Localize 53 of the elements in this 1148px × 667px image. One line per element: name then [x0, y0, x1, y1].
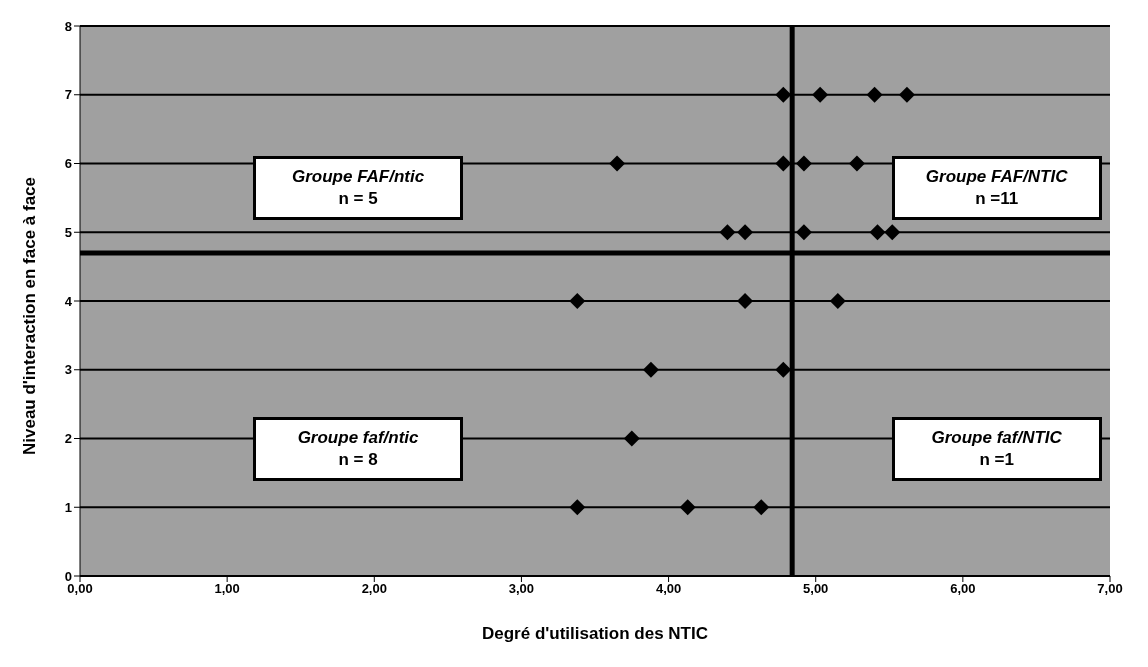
- y-tick-label: 6: [64, 156, 72, 172]
- note-box: Groupe FAF/ntic n = 5: [253, 156, 464, 221]
- point: [569, 293, 586, 309]
- y-axis-title: Niveau d'interaction en face à face: [20, 176, 40, 456]
- y-tick-label: 2: [64, 431, 72, 447]
- point: [679, 499, 696, 516]
- note-box: Groupe FAF/NTIC n =11: [891, 156, 1102, 221]
- y-tick-label: 5: [64, 224, 72, 240]
- point: [753, 499, 770, 516]
- point: [795, 224, 812, 241]
- annotation: n = 5: [338, 188, 378, 211]
- x-tick-label: 6,00: [950, 581, 976, 597]
- point: [848, 155, 865, 172]
- point: [609, 155, 626, 172]
- point: [869, 224, 886, 241]
- point: [795, 155, 812, 172]
- y-tick-label: 8: [64, 18, 72, 34]
- point: [719, 224, 736, 241]
- x-tick-label: 4,00: [655, 581, 682, 597]
- point: [775, 86, 792, 103]
- point: [775, 361, 792, 378]
- annotation: n =11: [975, 188, 1019, 211]
- point: [737, 293, 754, 309]
- x-tick-label: 0,00: [67, 581, 93, 597]
- point: [623, 430, 640, 447]
- point: [737, 224, 754, 241]
- y-tick-label: 3: [64, 362, 72, 378]
- x-tick-label: 5,00: [803, 581, 829, 597]
- point: [829, 293, 846, 309]
- x-tick-label: 3,00: [508, 581, 535, 597]
- annotation: Groupe faf/NTIC: [931, 427, 1062, 450]
- x-axis-title: Degré d'utilisation des NTIC: [481, 624, 709, 644]
- y-tick-label: 7: [64, 87, 72, 103]
- y-tick-label: 0: [64, 568, 72, 584]
- annotation: n = 8: [338, 449, 378, 472]
- note-box: Groupe faf/NTIC n =1: [891, 417, 1102, 482]
- x-tick-label: 1,00: [214, 581, 240, 597]
- point: [898, 86, 915, 103]
- annotation: Groupe FAF/ntic: [291, 166, 425, 189]
- y-tick-label: 1: [64, 499, 72, 515]
- annotation: n =1: [979, 449, 1014, 472]
- point: [812, 86, 829, 103]
- point: [884, 224, 901, 241]
- point: [569, 499, 586, 516]
- y-tick-label: 4: [64, 293, 73, 309]
- point: [642, 361, 659, 378]
- x-tick-label: 2,00: [361, 581, 387, 597]
- x-tick-label: 7,00: [1097, 581, 1123, 597]
- point: [775, 155, 792, 172]
- annotation: Groupe faf/ntic: [297, 427, 419, 450]
- annotation: Groupe FAF/NTIC: [925, 166, 1068, 189]
- point: [866, 86, 883, 103]
- note-box: Groupe faf/ntic n = 8: [253, 417, 464, 482]
